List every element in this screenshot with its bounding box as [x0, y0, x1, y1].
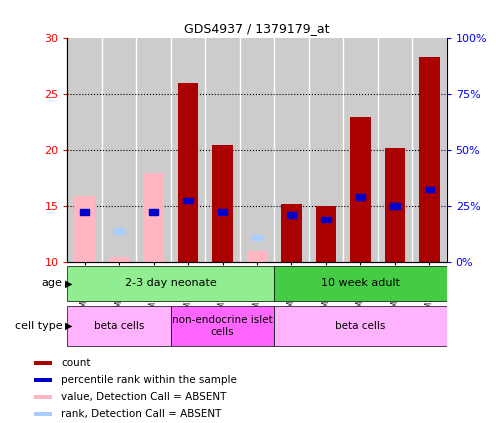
Bar: [183, 198, 193, 203]
Bar: [80, 209, 89, 214]
Bar: [274, 38, 309, 262]
Text: 10 week adult: 10 week adult: [321, 278, 400, 288]
Text: ▶: ▶: [65, 278, 72, 288]
Bar: [247, 251, 267, 262]
Bar: [315, 206, 336, 262]
Bar: [136, 38, 171, 262]
Bar: [309, 38, 343, 262]
Bar: [34, 361, 52, 365]
Bar: [34, 378, 52, 382]
Text: age: age: [41, 278, 62, 288]
Bar: [67, 38, 102, 262]
Bar: [178, 83, 199, 262]
Bar: [149, 209, 158, 214]
Bar: [385, 148, 405, 262]
Text: cell type: cell type: [15, 321, 62, 331]
Bar: [343, 38, 378, 262]
Bar: [286, 212, 296, 218]
Bar: [218, 209, 228, 214]
Title: GDS4937 / 1379179_at: GDS4937 / 1379179_at: [184, 22, 330, 36]
Bar: [114, 228, 124, 233]
Text: percentile rank within the sample: percentile rank within the sample: [61, 375, 237, 385]
Bar: [240, 38, 274, 262]
Bar: [356, 195, 365, 200]
Bar: [143, 173, 164, 262]
Text: count: count: [61, 358, 90, 368]
Text: rank, Detection Call = ABSENT: rank, Detection Call = ABSENT: [61, 409, 221, 419]
Bar: [252, 235, 262, 240]
Bar: [281, 204, 302, 262]
Text: non-endocrine islet
cells: non-endocrine islet cells: [172, 315, 273, 337]
Bar: [205, 38, 240, 262]
Bar: [321, 217, 331, 222]
Bar: [350, 117, 371, 262]
Text: value, Detection Call = ABSENT: value, Detection Call = ABSENT: [61, 392, 226, 402]
Bar: [274, 306, 447, 346]
Bar: [74, 196, 95, 262]
Bar: [67, 306, 171, 346]
Bar: [212, 145, 233, 262]
Bar: [67, 266, 274, 300]
Bar: [34, 412, 52, 416]
Text: 2-3 day neonate: 2-3 day neonate: [125, 278, 217, 288]
Bar: [419, 57, 440, 262]
Bar: [274, 266, 447, 300]
Bar: [171, 38, 205, 262]
Bar: [425, 187, 434, 192]
Bar: [102, 38, 136, 262]
Text: ▶: ▶: [65, 321, 72, 331]
Bar: [412, 38, 447, 262]
Bar: [171, 306, 274, 346]
Text: beta cells: beta cells: [335, 321, 386, 331]
Bar: [34, 395, 52, 399]
Bar: [109, 257, 129, 262]
Bar: [378, 38, 412, 262]
Bar: [149, 209, 158, 214]
Bar: [390, 203, 400, 209]
Text: beta cells: beta cells: [94, 321, 144, 331]
